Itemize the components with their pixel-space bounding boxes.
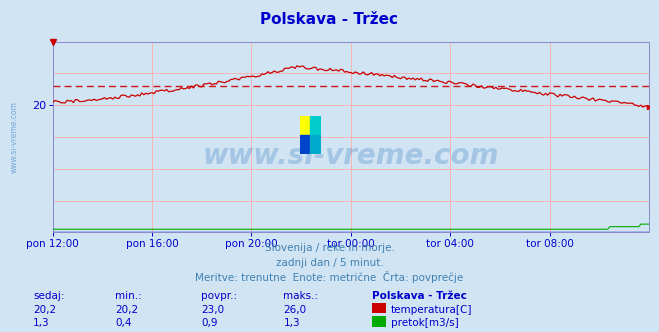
Text: Polskava - Tržec: Polskava - Tržec: [260, 12, 399, 27]
Text: 26,0: 26,0: [283, 305, 306, 315]
Bar: [310, 116, 321, 135]
Bar: [300, 135, 310, 154]
Text: temperatura[C]: temperatura[C]: [391, 305, 473, 315]
Text: 0,4: 0,4: [115, 318, 132, 328]
Text: www.si-vreme.com: www.si-vreme.com: [203, 142, 499, 170]
Text: povpr.:: povpr.:: [201, 291, 237, 301]
Bar: [310, 135, 321, 154]
Text: maks.:: maks.:: [283, 291, 318, 301]
Text: 1,3: 1,3: [283, 318, 300, 328]
Text: www.si-vreme.com: www.si-vreme.com: [9, 101, 18, 173]
Text: zadnji dan / 5 minut.: zadnji dan / 5 minut.: [275, 258, 384, 268]
Text: min.:: min.:: [115, 291, 142, 301]
Bar: [300, 116, 310, 135]
Text: 23,0: 23,0: [201, 305, 224, 315]
Text: 20,2: 20,2: [115, 305, 138, 315]
Text: 0,9: 0,9: [201, 318, 217, 328]
Text: Polskava - Tržec: Polskava - Tržec: [372, 291, 467, 301]
Text: 20,2: 20,2: [33, 305, 56, 315]
Text: Slovenija / reke in morje.: Slovenija / reke in morje.: [264, 243, 395, 253]
Text: sedaj:: sedaj:: [33, 291, 65, 301]
Text: Meritve: trenutne  Enote: metrične  Črta: povprečje: Meritve: trenutne Enote: metrične Črta: …: [195, 271, 464, 283]
Text: 1,3: 1,3: [33, 318, 49, 328]
Text: pretok[m3/s]: pretok[m3/s]: [391, 318, 459, 328]
